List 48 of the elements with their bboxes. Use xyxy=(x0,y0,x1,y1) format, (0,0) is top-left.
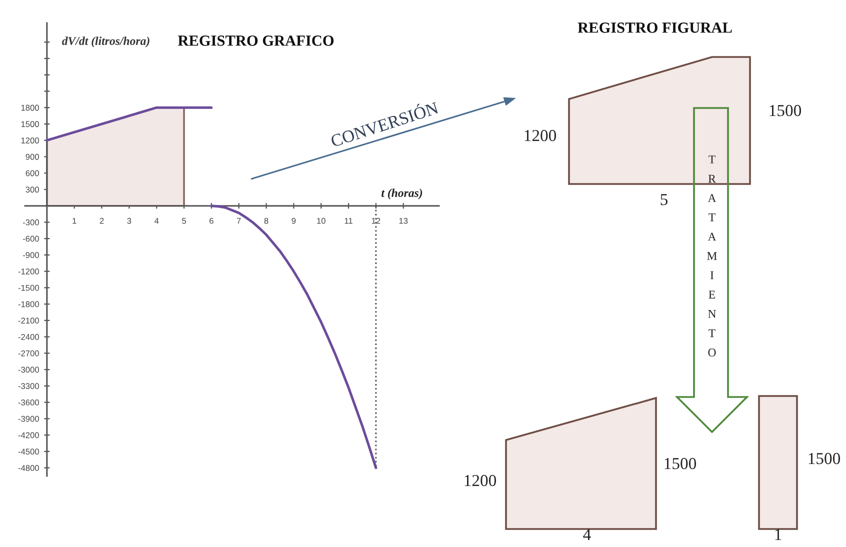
y-axis-title: dV/dt (litros/hora) xyxy=(62,36,150,48)
y-tick-label: -3900 xyxy=(18,416,39,422)
y-tick-label: -3300 xyxy=(18,383,39,390)
text: 1 xyxy=(775,529,782,540)
text: 4 xyxy=(583,529,591,540)
y-tick-label: 900 xyxy=(26,154,39,160)
y-tick-label: 300 xyxy=(26,186,39,193)
y-tick-label: 1800 xyxy=(21,104,39,111)
y-tick-label: -2100 xyxy=(18,318,39,324)
y-tick-label: -600 xyxy=(22,236,39,242)
text: 1500 xyxy=(664,458,696,470)
x-tick-label: 8 xyxy=(264,218,268,224)
x-tick-label: 13 xyxy=(399,218,408,224)
y-tick-label: 1200 xyxy=(21,138,39,144)
x-tick-label: 1 xyxy=(72,218,76,224)
text: 1200 xyxy=(524,130,556,142)
y-tick-label: -900 xyxy=(22,252,39,258)
x-tick-label: 6 xyxy=(210,218,214,224)
text: 1500 xyxy=(808,452,840,464)
x-tick-label: 9 xyxy=(292,218,296,224)
text: 5 xyxy=(660,194,668,206)
text: 1500 xyxy=(770,104,802,116)
y-tick-label: -3600 xyxy=(18,400,39,406)
x-tick-label: 11 xyxy=(344,218,352,224)
y-tick-label: -1500 xyxy=(18,284,39,291)
text: REGISTRO GRAFICO xyxy=(178,36,334,46)
y-tick-label: 1500 xyxy=(21,121,39,128)
y-tick-label: -2700 xyxy=(18,350,39,356)
x-tick-label: 3 xyxy=(127,218,132,224)
x-tick-label: 4 xyxy=(154,218,159,224)
text: REGISTRO FIGURAL xyxy=(578,22,732,33)
text: 1200 xyxy=(464,474,496,486)
y-tick-label: -4500 xyxy=(18,448,39,455)
y-tick-label: -3000 xyxy=(18,366,39,373)
x-tick-label: 10 xyxy=(317,218,326,224)
x-tick-label: 12 xyxy=(372,218,380,224)
text: TRATAMIENTO xyxy=(707,156,717,356)
y-tick-label: -2400 xyxy=(18,334,39,340)
x-axis-title: t (horas) xyxy=(382,188,422,200)
x-tick-label: 7 xyxy=(236,218,241,224)
y-tick-label: -4200 xyxy=(18,432,39,438)
x-tick-label: 5 xyxy=(182,218,186,224)
y-tick-label: -4800 xyxy=(18,465,39,471)
y-tick-label: -1800 xyxy=(18,301,39,308)
y-tick-label: -300 xyxy=(22,219,39,226)
x-tick-label: 2 xyxy=(100,218,104,224)
y-tick-label: -1200 xyxy=(18,268,39,274)
y-tick-label: 600 xyxy=(26,170,39,176)
